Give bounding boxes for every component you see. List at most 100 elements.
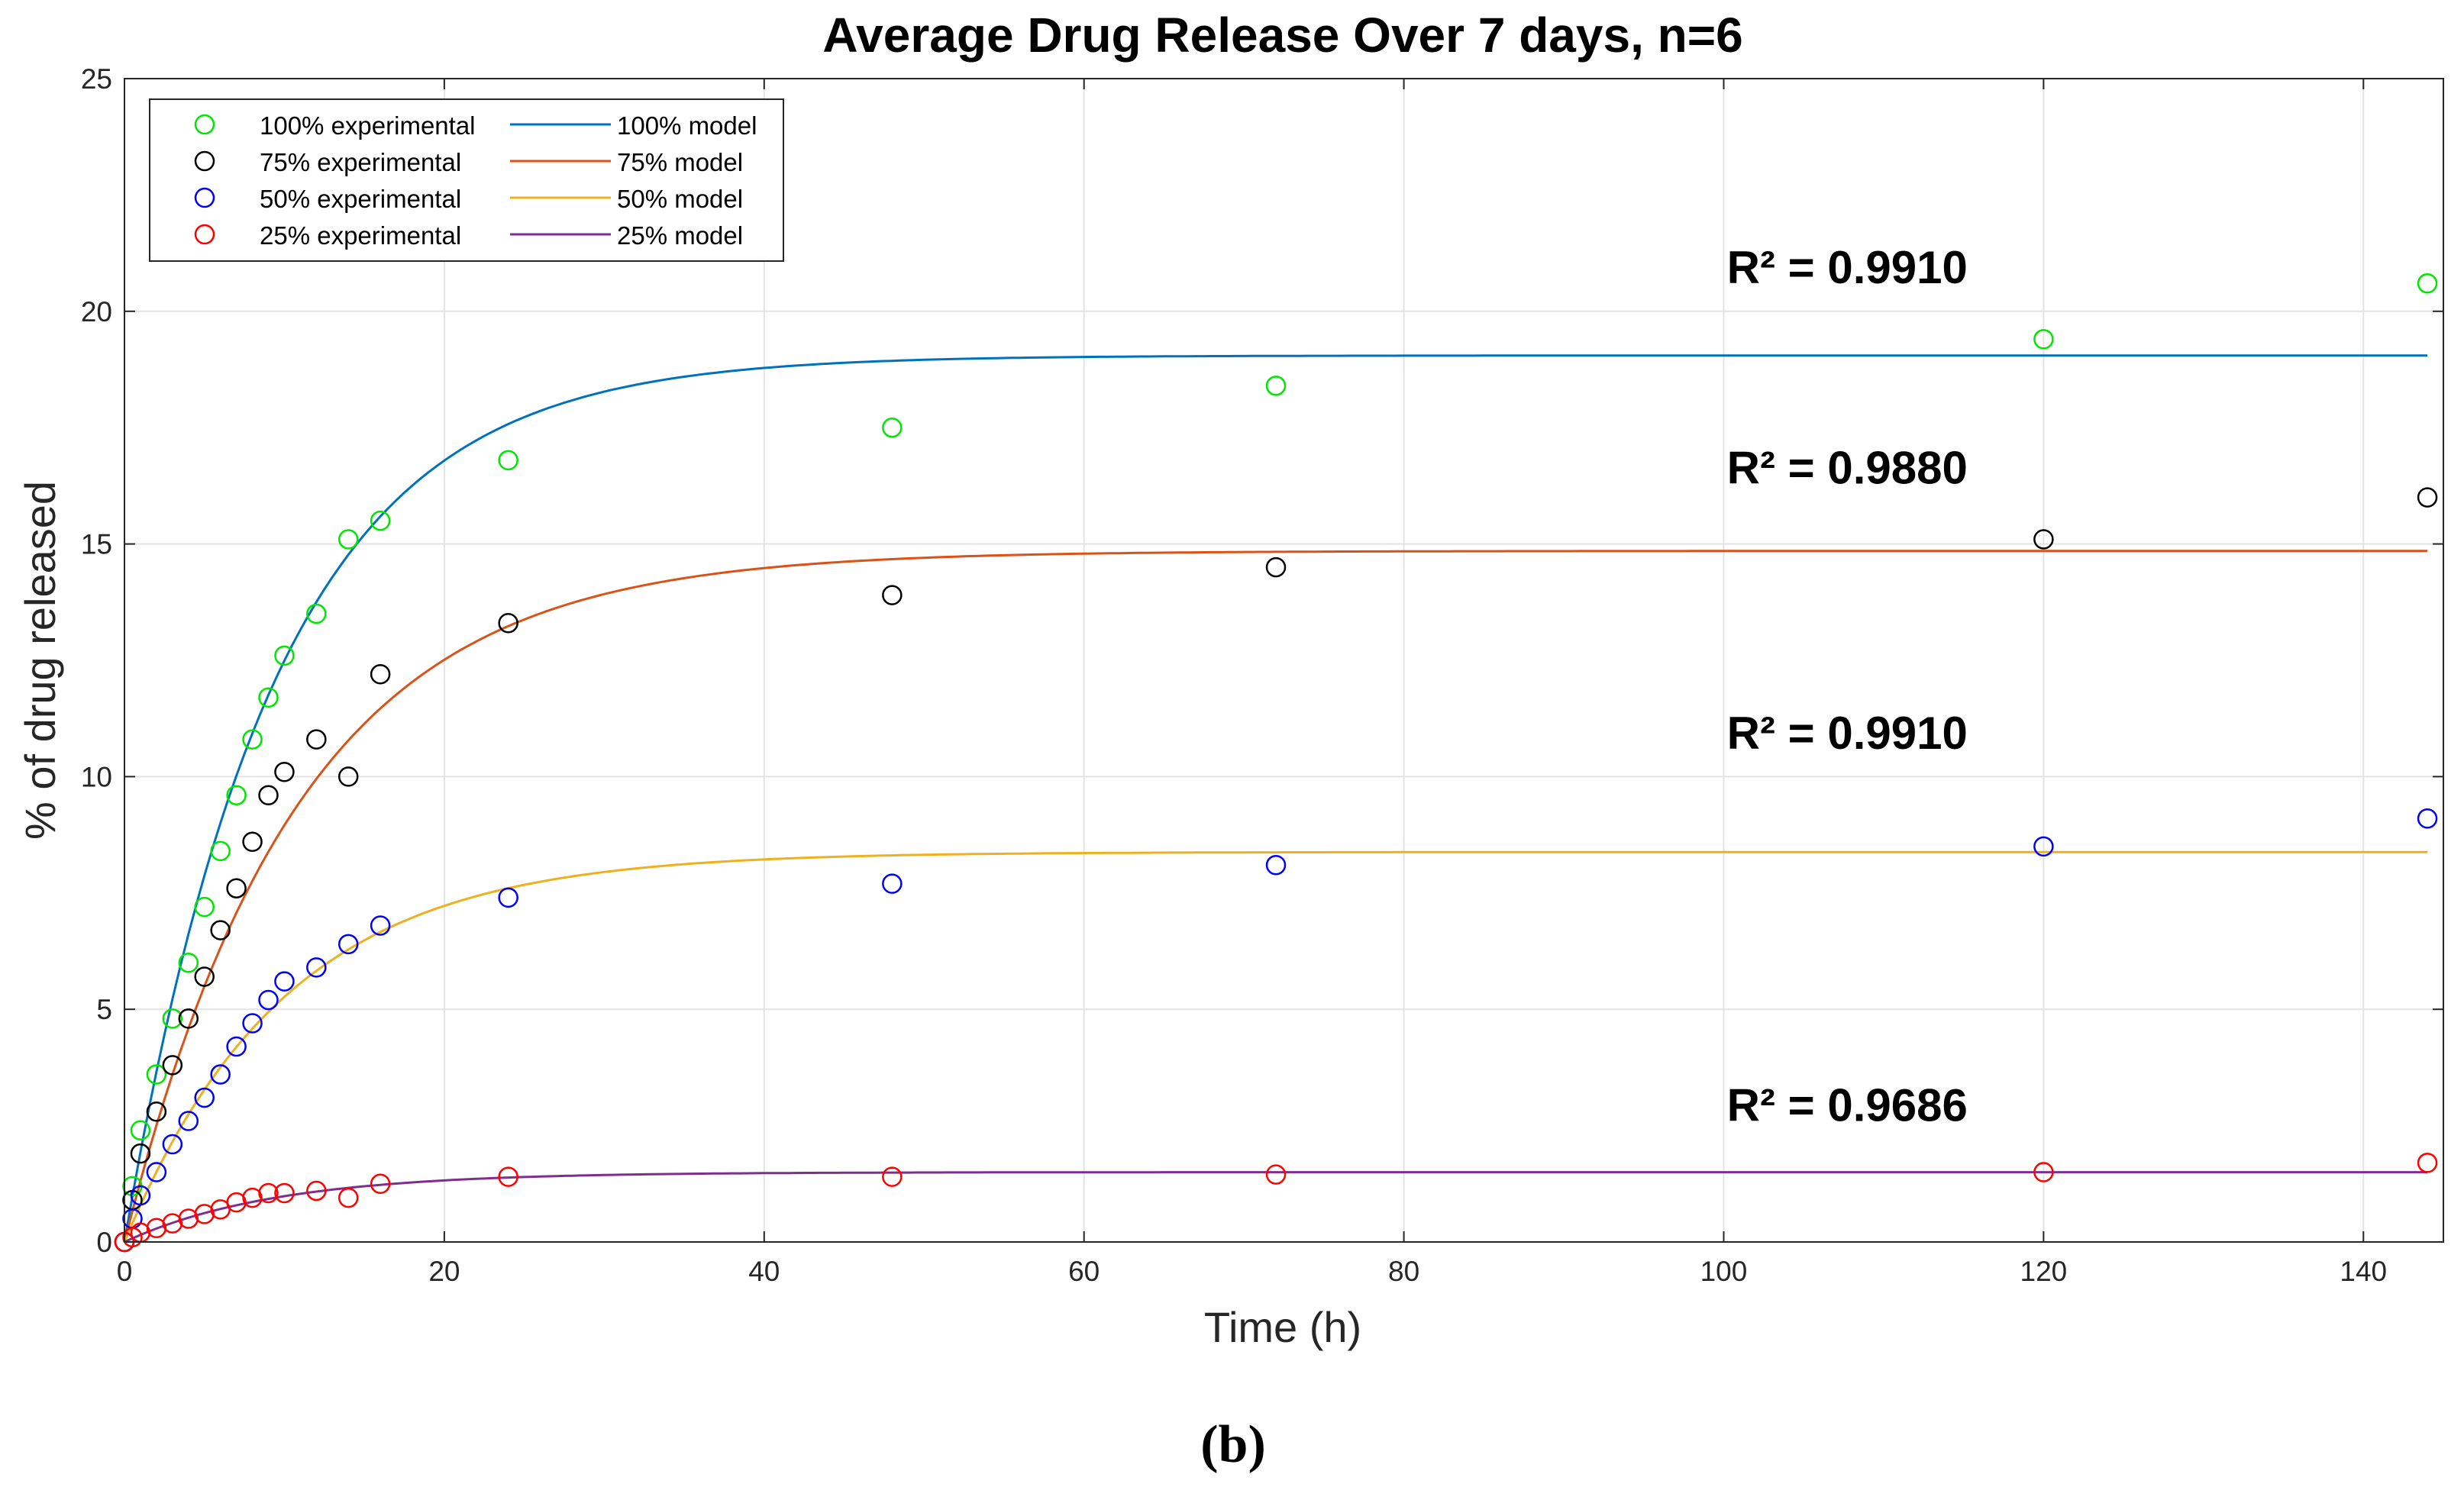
r-squared-label: R² = 0.9880	[1727, 442, 1968, 493]
data-point-75-experimental	[882, 585, 903, 605]
x-tick-label: 0	[117, 1256, 133, 1287]
data-point-50-experimental	[274, 971, 295, 992]
chart-title: Average Drug Release Over 7 days, n=6	[822, 8, 1742, 63]
data-point-75-experimental	[1265, 556, 1287, 578]
model-curve-25-model	[124, 1171, 2428, 1243]
data-point-50-experimental	[194, 1087, 215, 1108]
model-curve-100-model	[123, 354, 2428, 1243]
data-point-100-experimental	[226, 785, 247, 806]
legend-label: 50% model	[617, 185, 743, 213]
data-point-50-experimental	[178, 1111, 199, 1131]
data-point-50-experimental	[226, 1036, 247, 1057]
data-point-100-experimental	[162, 1008, 183, 1029]
data-point-50-experimental	[337, 934, 359, 955]
y-axis-label: % of drug released	[16, 481, 64, 840]
legend-label: 50% experimental	[260, 185, 461, 213]
x-tick-label: 140	[2340, 1256, 2387, 1287]
data-point-75-experimental	[274, 762, 295, 782]
data-point-75-experimental	[498, 612, 518, 634]
plot-frame	[124, 78, 2444, 1243]
r-squared-annotations: R² = 0.9910 R² = 0.9880 R² = 0.9910 R² = 0.…	[1727, 242, 1968, 1131]
data-point-100-experimental	[306, 603, 327, 624]
data-point-25-experimental	[2033, 1162, 2054, 1182]
data-point-50-experimental	[2417, 808, 2438, 829]
figure-caption: (b)	[1200, 1415, 1266, 1474]
legend-box	[149, 98, 784, 262]
y-tick-label: 5	[96, 994, 112, 1025]
data-point-100-experimental	[370, 510, 391, 531]
data-point-100-experimental	[2033, 329, 2054, 350]
legend-label: 75% experimental	[260, 148, 461, 176]
plot-area	[124, 79, 2443, 1242]
data-point-100-experimental	[2417, 273, 2438, 294]
data-point-100-experimental	[146, 1064, 167, 1085]
data-point-50-experimental	[306, 957, 327, 978]
data-point-75-experimental	[258, 785, 279, 806]
data-point-100-experimental	[882, 417, 903, 438]
data-point-75-experimental	[194, 966, 215, 987]
x-tick-label: 80	[1388, 1256, 1419, 1287]
data-point-75-experimental	[130, 1143, 151, 1164]
data-point-75-experimental	[178, 1008, 199, 1029]
y-tick-label: 25	[81, 63, 112, 95]
data-point-25-experimental	[498, 1166, 518, 1187]
data-point-75-experimental	[2417, 487, 2438, 508]
x-axis-ticks: 0 20 40 60 80 100 120 140	[117, 79, 2387, 1287]
data-point-75-experimental	[226, 878, 247, 898]
data-point-75-experimental	[242, 831, 263, 852]
data-point-100-experimental	[274, 645, 295, 666]
x-axis-label: Time (h)	[1204, 1303, 1361, 1351]
legend-label: 75% model	[617, 148, 743, 176]
data-point-50-experimental	[2033, 836, 2054, 857]
legend-marker	[194, 224, 215, 245]
data-point-50-experimental	[210, 1064, 231, 1085]
y-tick-label: 0	[96, 1227, 112, 1258]
data-point-75-experimental	[146, 1102, 167, 1122]
data-point-100-experimental	[210, 840, 231, 862]
data-point-50-experimental	[498, 887, 518, 908]
data-point-25-experimental	[882, 1166, 903, 1187]
data-point-100-experimental	[194, 896, 215, 918]
x-tick-label: 100	[1700, 1256, 1748, 1287]
data-point-100-experimental	[1265, 376, 1287, 396]
data-point-100-experimental	[258, 687, 279, 708]
data-point-100-experimental	[242, 729, 263, 750]
data-point-50-experimental	[370, 915, 391, 936]
x-tick-label: 40	[748, 1256, 780, 1287]
data-point-25-experimental	[274, 1182, 295, 1204]
data-point-75-experimental	[370, 664, 391, 685]
y-tick-label: 15	[81, 529, 112, 560]
data-point-25-experimental	[1265, 1164, 1287, 1185]
data-point-100-experimental	[337, 529, 359, 550]
data-point-75-experimental	[162, 1055, 183, 1076]
x-tick-label: 120	[2020, 1256, 2068, 1287]
data-point-25-experimental	[258, 1182, 279, 1204]
data-point-75-experimental	[306, 729, 327, 750]
r-squared-label: R² = 0.9910	[1727, 242, 1968, 293]
legend-label: 25% experimental	[260, 221, 461, 250]
legend-marker	[194, 150, 215, 172]
legend-marker	[194, 187, 215, 208]
data-point-50-experimental	[146, 1162, 167, 1182]
data-point-50-experimental	[242, 1013, 263, 1034]
y-tick-label: 20	[81, 296, 112, 327]
data-point-50-experimental	[162, 1134, 183, 1155]
data-point-25-experimental	[337, 1187, 359, 1208]
legend-marker	[194, 114, 215, 135]
y-axis-ticks: 0 5 10 15 20 25	[81, 63, 2443, 1258]
data-point-50-experimental	[130, 1185, 151, 1206]
r-squared-label: R² = 0.9910	[1727, 708, 1968, 759]
data-point-75-experimental	[337, 766, 359, 787]
data-point-25-experimental	[2417, 1153, 2438, 1173]
data-point-75-experimental	[210, 920, 231, 940]
x-tick-label: 60	[1068, 1256, 1100, 1287]
data-point-75-experimental	[2033, 529, 2054, 550]
legend-label: 25% model	[617, 221, 743, 250]
data-point-50-experimental	[258, 989, 279, 1011]
data-point-100-experimental	[130, 1120, 151, 1140]
legend: 100% experimental 75% experimental 50% exp…	[149, 98, 784, 262]
data-point-100-experimental	[178, 952, 199, 973]
legend-label: 100% model	[617, 111, 757, 140]
data-point-25-experimental	[370, 1173, 391, 1195]
